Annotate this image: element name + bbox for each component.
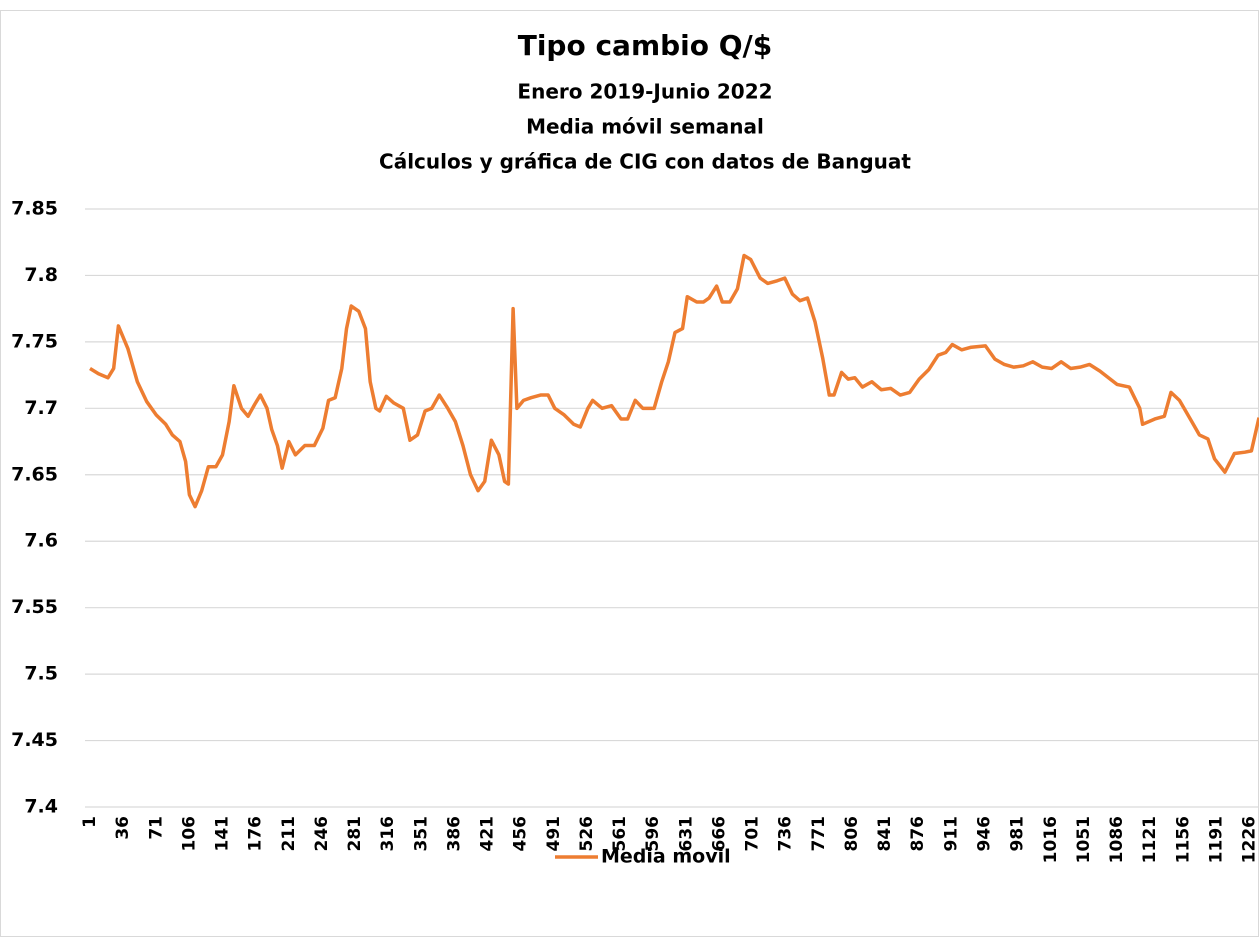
x-tick-label: 876 (908, 816, 928, 852)
chart-frame (0, 10, 1259, 937)
x-tick-label: 1156 (1173, 816, 1193, 863)
x-tick-label: 1226 (1240, 816, 1259, 863)
x-tick-label: 316 (378, 816, 398, 852)
y-tick-label: 7.7 (24, 397, 58, 419)
y-tick-label: 7.6 (24, 530, 58, 552)
legend-label: Media movil (601, 846, 731, 868)
x-tick-label: 421 (478, 816, 498, 852)
y-tick-label: 7.45 (11, 729, 58, 751)
x-tick-label: 456 (511, 816, 531, 852)
x-tick-label: 736 (776, 816, 796, 852)
x-tick-label: 771 (809, 816, 829, 852)
x-tick-label: 1191 (1206, 816, 1226, 863)
x-tick-label: 281 (345, 816, 365, 852)
x-tick-label: 106 (179, 816, 199, 852)
x-tick-label: 946 (974, 816, 994, 852)
x-tick-label: 141 (213, 816, 233, 852)
x-tick-label: 211 (279, 816, 299, 852)
x-tick-label: 981 (1008, 816, 1028, 852)
chart-title: Tipo cambio Q/$ (518, 29, 773, 62)
x-tick-label: 176 (246, 816, 266, 852)
x-tick-label: 491 (544, 816, 564, 852)
x-tick-label: 911 (941, 816, 961, 852)
x-tick-label: 596 (643, 816, 663, 852)
y-tick-label: 7.75 (11, 330, 58, 352)
chart-subtitle: Media móvil semanal (526, 115, 764, 139)
x-tick-label: 386 (444, 816, 464, 852)
x-tick-label: 246 (312, 816, 332, 852)
chart-subtitle: Enero 2019-Junio 2022 (517, 80, 772, 104)
x-tick-label: 1 (80, 816, 100, 828)
y-tick-label: 7.65 (11, 463, 58, 485)
x-tick-label: 701 (743, 816, 763, 852)
x-tick-label: 561 (610, 816, 630, 852)
x-tick-label: 841 (875, 816, 895, 852)
y-tick-label: 7.4 (24, 796, 58, 818)
x-tick-label: 526 (577, 816, 597, 852)
x-tick-label: 351 (411, 816, 431, 852)
chart-subtitle: Cálculos y gráfica de CIG con datos de B… (379, 150, 911, 174)
data-line (89, 253, 1259, 509)
y-tick-label: 7.5 (24, 663, 58, 685)
x-tick-label: 36 (113, 816, 133, 840)
y-tick-label: 7.85 (11, 198, 58, 220)
x-tick-label: 1051 (1074, 816, 1094, 863)
x-tick-label: 1121 (1140, 816, 1160, 863)
x-tick-label: 631 (676, 816, 696, 852)
x-tick-label: 806 (842, 816, 862, 852)
y-tick-label: 7.55 (11, 596, 58, 618)
x-tick-label: 1016 (1041, 816, 1061, 863)
y-tick-label: 7.8 (24, 264, 58, 286)
x-tick-label: 666 (709, 816, 729, 852)
x-tick-label: 1086 (1107, 816, 1127, 863)
x-tick-label: 71 (146, 816, 166, 840)
